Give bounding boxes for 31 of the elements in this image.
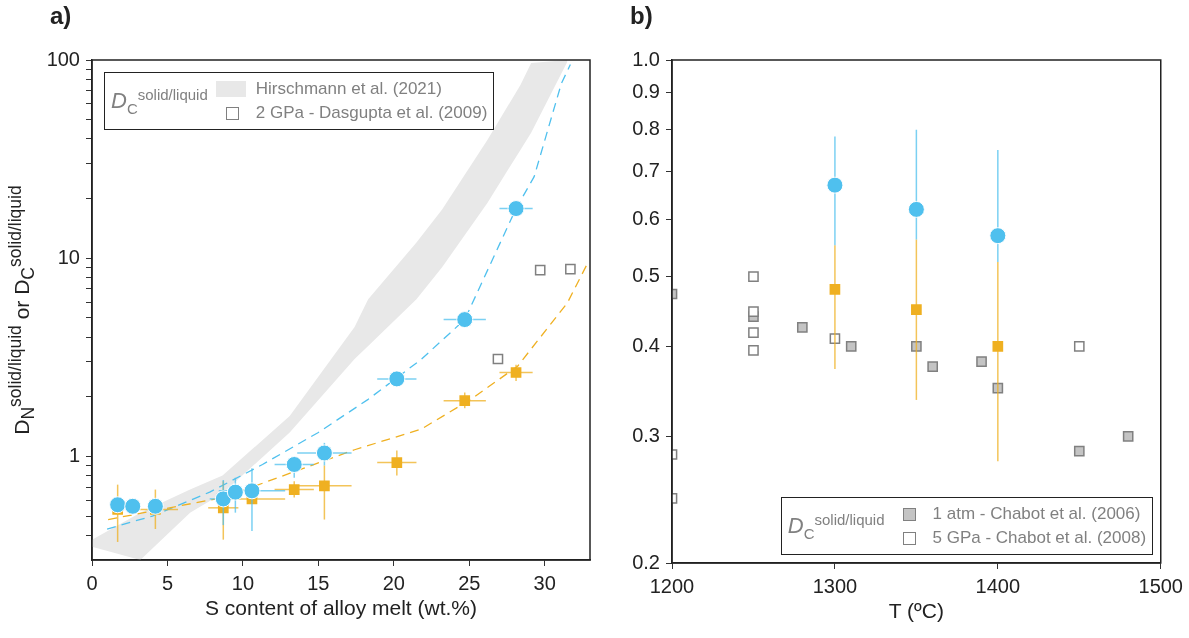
y-tick-label: 1 <box>68 443 80 466</box>
x-tick-label: 10 <box>231 571 255 594</box>
y-tick-label: 0.4 <box>632 333 660 356</box>
chart-title: b) <box>630 2 653 30</box>
y-tick-label: 0.8 <box>632 117 660 140</box>
legend-label: 2 GPa - Dasgupta et al. (2009) <box>255 102 488 124</box>
x-tick-label: 1200 <box>649 574 695 597</box>
y-tick-label: 0.6 <box>632 207 660 230</box>
y-tick-label: 0.3 <box>632 423 660 446</box>
x-tick-label: 20 <box>382 571 405 594</box>
x-tick-label: 0 <box>86 571 98 594</box>
y-tick-label: 0.2 <box>632 550 660 573</box>
x-tick-label: 1300 <box>812 574 858 597</box>
x-tick-label: 1500 <box>1138 574 1183 597</box>
legend-label: Hirschmann et al. (2021) <box>255 78 442 100</box>
y-tick-label: 0.9 <box>632 80 660 103</box>
y-tick-label: 10 <box>57 245 80 268</box>
x-tick-label: 15 <box>307 571 330 594</box>
y-tick-label: 1.0 <box>632 47 660 70</box>
x-tick-label: 1400 <box>975 574 1021 597</box>
legend-label: 5 GPa - Chabot et al. (2008) <box>932 527 1147 549</box>
x-tick-label: 25 <box>458 571 481 594</box>
x-tick-label: 30 <box>533 571 556 594</box>
legend-label: 1 atm - Chabot et al. (2006) <box>932 503 1141 525</box>
chart-title: a) <box>50 2 72 30</box>
x-axis-title: S content of alloy melt (wt.%) <box>205 596 477 620</box>
y-tick-label: 100 <box>46 47 80 70</box>
x-axis-title: T (ºC) <box>888 599 944 623</box>
y-tick-label: 0.7 <box>632 158 660 181</box>
x-tick-label: 5 <box>161 571 174 594</box>
y-tick-label: 0.5 <box>632 264 660 287</box>
